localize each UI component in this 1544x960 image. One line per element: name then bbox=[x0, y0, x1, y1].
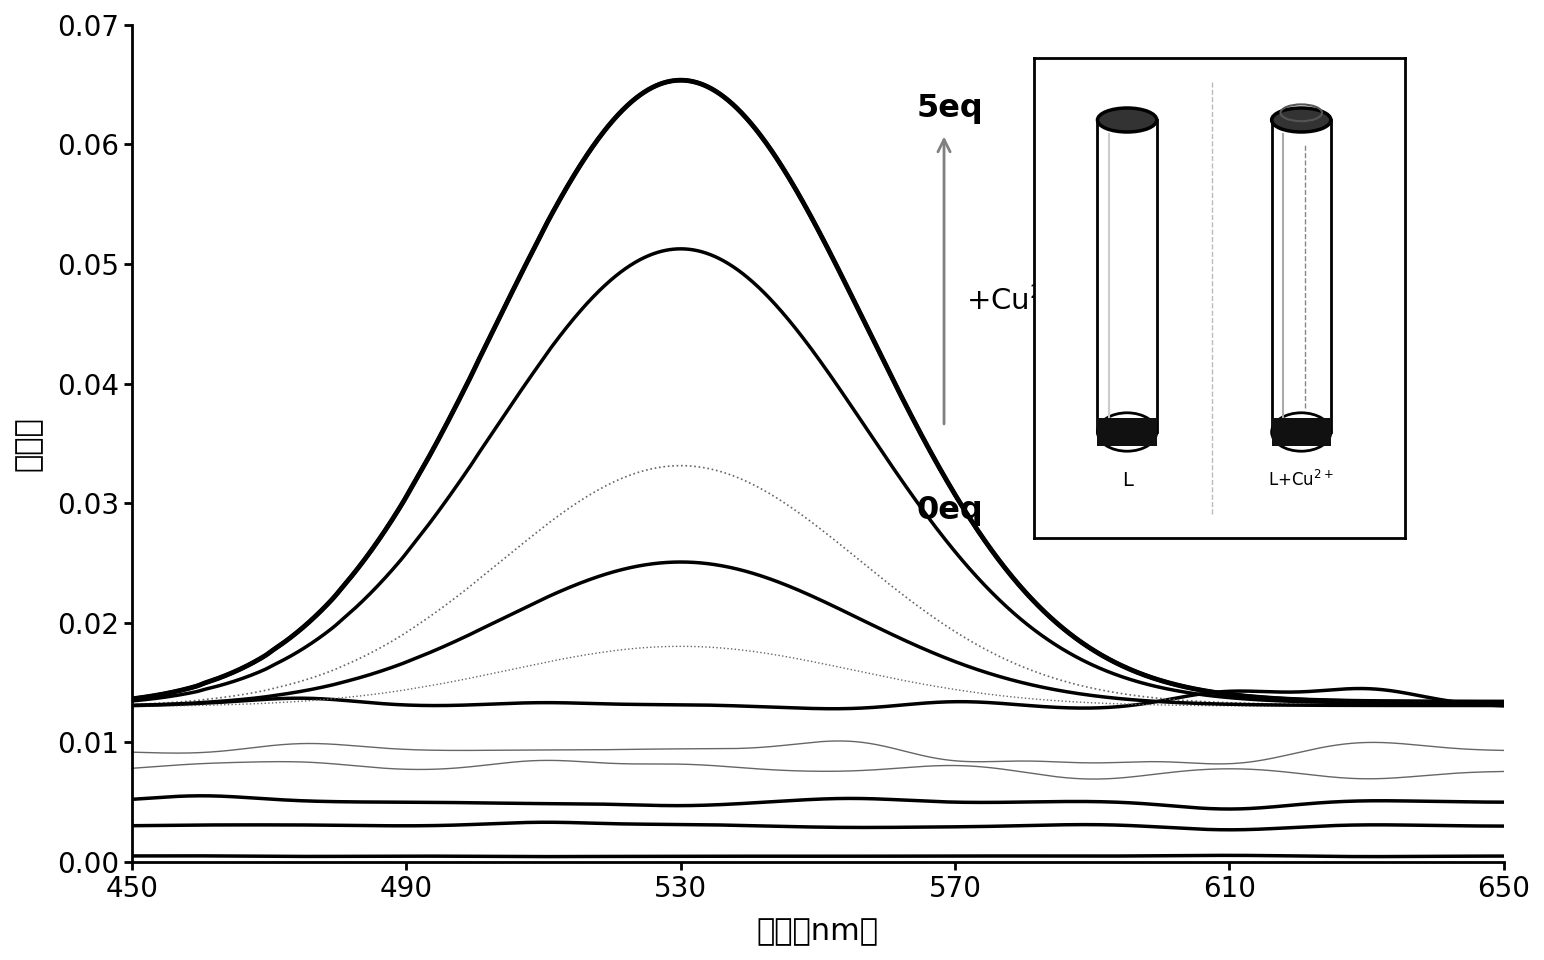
X-axis label: 波长（nm）: 波长（nm） bbox=[757, 917, 879, 947]
Text: 5eq: 5eq bbox=[917, 93, 984, 124]
Text: L+Cu$^{2+}$: L+Cu$^{2+}$ bbox=[1269, 470, 1334, 490]
Text: +Cu$^{2+}$: +Cu$^{2+}$ bbox=[967, 286, 1064, 316]
Text: 0eq: 0eq bbox=[917, 495, 984, 526]
Ellipse shape bbox=[1272, 413, 1331, 451]
Text: L: L bbox=[1121, 470, 1133, 490]
Ellipse shape bbox=[1098, 108, 1156, 132]
Bar bbox=[1272, 418, 1331, 446]
Ellipse shape bbox=[1272, 108, 1331, 132]
Y-axis label: 吸光度: 吸光度 bbox=[14, 416, 43, 470]
Bar bbox=[1272, 120, 1331, 432]
Ellipse shape bbox=[1098, 413, 1156, 451]
Bar bbox=[1098, 120, 1156, 432]
Bar bbox=[1098, 418, 1156, 446]
